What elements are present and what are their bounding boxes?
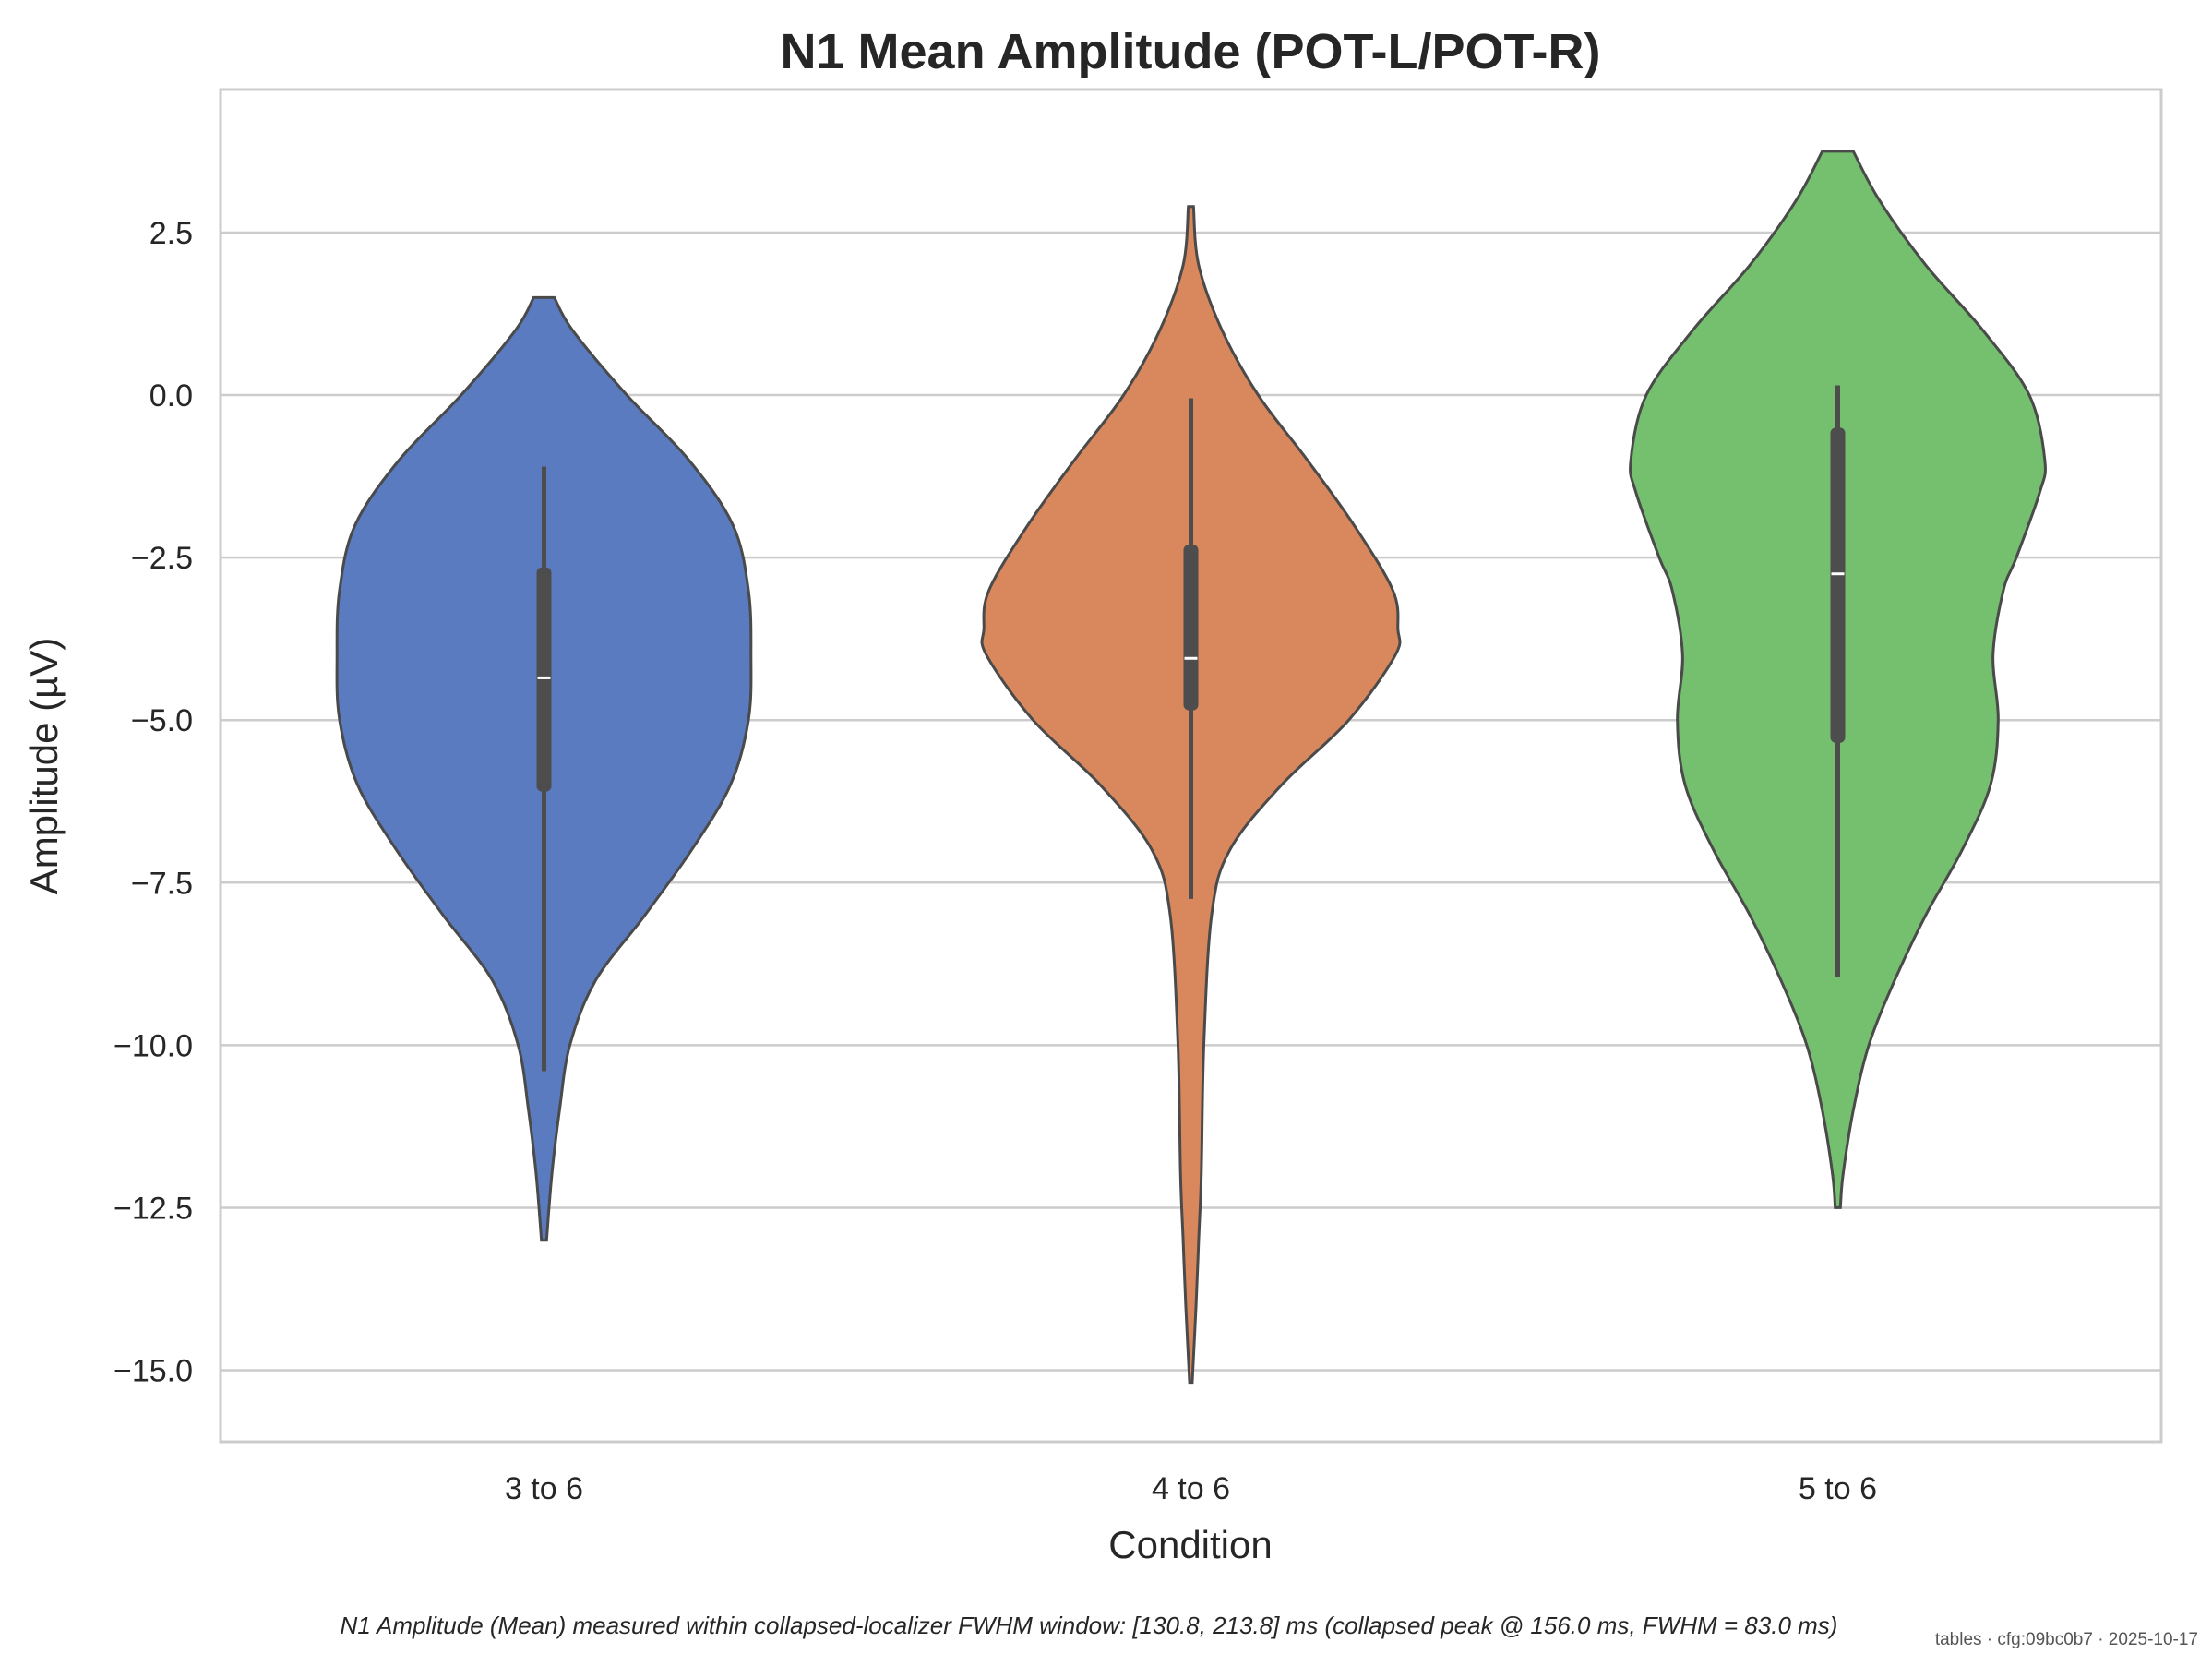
- iqr-box: [1830, 427, 1846, 743]
- plot-frame: [219, 88, 2163, 1444]
- build-stamp: tables · cfg:09bc0b7 · 2025-10-17: [1935, 1630, 2198, 1649]
- iqr-box: [1183, 545, 1199, 711]
- inner-boxes: [536, 385, 1846, 1072]
- y-tick-label: 2.5: [149, 216, 193, 251]
- y-tick-label: −12.5: [114, 1191, 193, 1226]
- y-tick-label: −7.5: [131, 866, 193, 901]
- x-tick-label: 3 to 6: [505, 1471, 583, 1506]
- x-tick-label: 5 to 6: [1799, 1471, 1877, 1506]
- y-tick-label: 0.0: [149, 378, 193, 414]
- y-tick-label: −15.0: [114, 1354, 193, 1389]
- x-tick-labels: 3 to 6 4 to 6 5 to 6: [505, 1471, 1877, 1506]
- y-tick-labels: 2.5 0.0 −2.5 −5.0 −7.5 −10.0 −12.5 −15.0: [114, 216, 193, 1389]
- x-axis-label: Condition: [1108, 1523, 1272, 1566]
- iqr-box: [536, 567, 552, 792]
- y-tick-label: −2.5: [131, 541, 193, 576]
- chart-caption: N1 Amplitude (Mean) measured within coll…: [341, 1612, 1838, 1639]
- x-tick-label: 4 to 6: [1152, 1471, 1230, 1506]
- chart-title: N1 Mean Amplitude (POT-L/POT-R): [780, 24, 1600, 79]
- y-tick-label: −10.0: [114, 1028, 193, 1063]
- y-axis-label: Amplitude (µV): [22, 638, 66, 895]
- y-tick-label: −5.0: [131, 703, 193, 738]
